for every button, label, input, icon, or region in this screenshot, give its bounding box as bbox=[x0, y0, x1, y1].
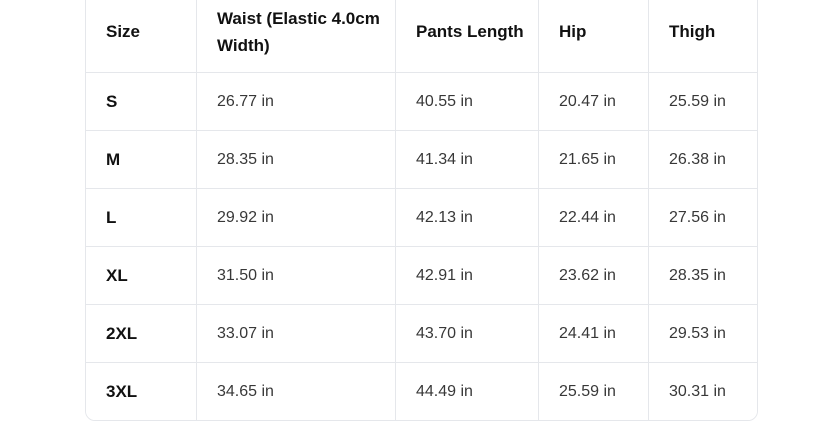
cell-thigh: 26.38 in bbox=[648, 130, 757, 188]
cell-pants-length: 43.70 in bbox=[395, 304, 538, 362]
cell-hip: 22.44 in bbox=[538, 188, 648, 246]
cell-waist: 26.77 in bbox=[196, 72, 395, 130]
cell-waist: 33.07 in bbox=[196, 304, 395, 362]
column-header-hip: Hip bbox=[538, 0, 648, 72]
column-header-waist: Waist (Elastic 4.0cm Width) bbox=[196, 0, 395, 72]
cell-thigh: 25.59 in bbox=[648, 72, 757, 130]
cell-hip: 21.65 in bbox=[538, 130, 648, 188]
table-row-3xl: 3XL 34.65 in 44.49 in 25.59 in 30.31 in bbox=[86, 362, 757, 420]
column-header-size: Size bbox=[86, 0, 196, 72]
cell-pants-length: 44.49 in bbox=[395, 362, 538, 420]
cell-size: S bbox=[86, 72, 196, 130]
cell-waist: 28.35 in bbox=[196, 130, 395, 188]
column-header-thigh: Thigh bbox=[648, 0, 757, 72]
cell-thigh: 27.56 in bbox=[648, 188, 757, 246]
cell-thigh: 30.31 in bbox=[648, 362, 757, 420]
cell-size: M bbox=[86, 130, 196, 188]
cell-pants-length: 41.34 in bbox=[395, 130, 538, 188]
cell-waist: 29.92 in bbox=[196, 188, 395, 246]
table-row-xl: XL 31.50 in 42.91 in 23.62 in 28.35 in bbox=[86, 246, 757, 304]
table-row-2xl: 2XL 33.07 in 43.70 in 24.41 in 29.53 in bbox=[86, 304, 757, 362]
cell-size: 3XL bbox=[86, 362, 196, 420]
cell-thigh: 29.53 in bbox=[648, 304, 757, 362]
cell-hip: 25.59 in bbox=[538, 362, 648, 420]
header-row: Size Waist (Elastic 4.0cm Width) Pants L… bbox=[86, 0, 757, 72]
cell-hip: 24.41 in bbox=[538, 304, 648, 362]
cell-thigh: 28.35 in bbox=[648, 246, 757, 304]
table-row-m: M 28.35 in 41.34 in 21.65 in 26.38 in bbox=[86, 130, 757, 188]
size-chart-card: Size Waist (Elastic 4.0cm Width) Pants L… bbox=[85, 0, 758, 421]
cell-size: XL bbox=[86, 246, 196, 304]
column-header-pants-length: Pants Length bbox=[395, 0, 538, 72]
cell-waist: 31.50 in bbox=[196, 246, 395, 304]
size-chart-table: Size Waist (Elastic 4.0cm Width) Pants L… bbox=[86, 0, 757, 420]
cell-pants-length: 42.13 in bbox=[395, 188, 538, 246]
cell-hip: 23.62 in bbox=[538, 246, 648, 304]
cell-size: L bbox=[86, 188, 196, 246]
cell-waist: 34.65 in bbox=[196, 362, 395, 420]
cell-pants-length: 40.55 in bbox=[395, 72, 538, 130]
cell-hip: 20.47 in bbox=[538, 72, 648, 130]
cell-pants-length: 42.91 in bbox=[395, 246, 538, 304]
table-row-l: L 29.92 in 42.13 in 22.44 in 27.56 in bbox=[86, 188, 757, 246]
cell-size: 2XL bbox=[86, 304, 196, 362]
table-row-s: S 26.77 in 40.55 in 20.47 in 25.59 in bbox=[86, 72, 757, 130]
